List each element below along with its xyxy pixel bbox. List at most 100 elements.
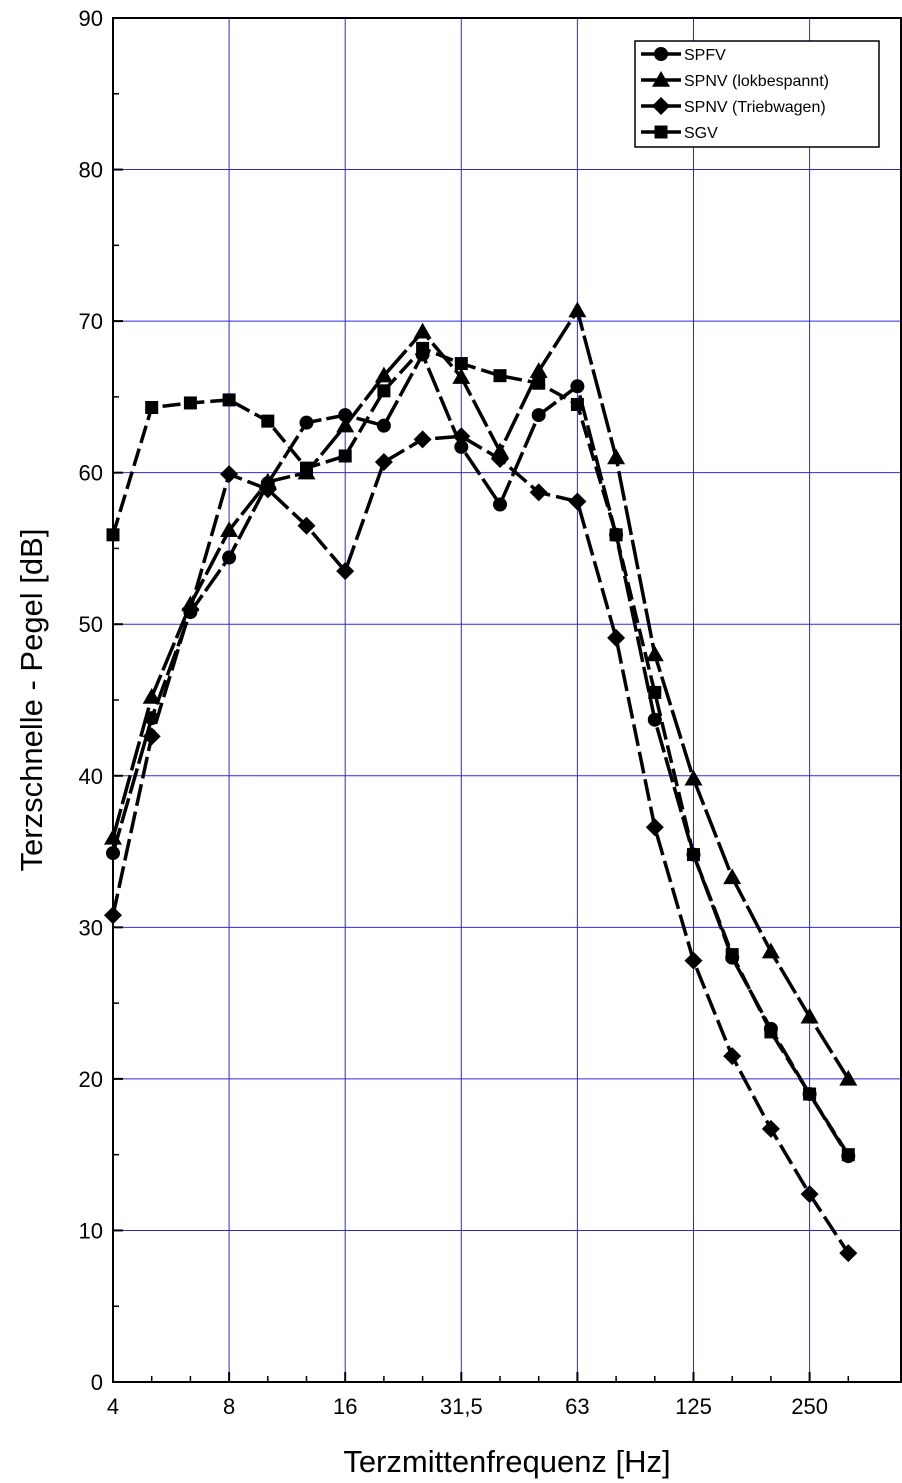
data-point-triangle [529, 362, 548, 378]
data-point-square [648, 685, 662, 699]
data-point-triangle [104, 828, 122, 845]
legend-marker-diamond [652, 97, 670, 115]
legend-label: SPNV (lokbespannt) [684, 73, 829, 90]
data-point-square [764, 1025, 778, 1039]
data-point-triangle [413, 322, 432, 339]
data-point-triangle [684, 769, 703, 786]
y-tick-label: 60 [79, 461, 103, 486]
legend-label: SPFV [684, 47, 726, 64]
data-point-triangle [800, 1007, 819, 1024]
y-tick-label: 80 [79, 158, 103, 183]
data-point-diamond [568, 492, 587, 511]
data-point-square [106, 528, 120, 542]
legend: SPFV SPNV (lokbespannt) SPNV (Triebwagen) S… [634, 40, 880, 148]
data-point-circle [106, 846, 120, 861]
x-tick-label: 16 [333, 1394, 357, 1419]
tick-labels: 0 10 20 30 40 50 60 70 80 90 4 8 16 31,5 63 125 250 [79, 6, 828, 1419]
data-point-diamond [684, 951, 703, 970]
y-tick-label: 10 [79, 1218, 103, 1243]
series-square [106, 341, 855, 1162]
x-tick-label: 250 [791, 1394, 828, 1419]
data-point-square [222, 393, 236, 407]
data-point-triangle [607, 448, 626, 465]
data-point-circle [454, 439, 469, 454]
data-point-square [841, 1148, 855, 1162]
legend-box [634, 40, 880, 148]
data-point-triangle [645, 645, 664, 662]
x-tick-label: 4 [107, 1394, 119, 1419]
data-point-square [609, 528, 623, 542]
data-point-diamond [181, 600, 200, 619]
data-point-diamond [607, 628, 626, 647]
data-point-diamond [374, 453, 393, 472]
data-point-square [725, 948, 739, 962]
y-tick-label: 40 [79, 764, 103, 789]
data-point-diamond [220, 465, 239, 484]
data-point-diamond [258, 480, 277, 499]
data-point-diamond [452, 427, 471, 446]
data-point-diamond [839, 1244, 858, 1263]
y-tick-label: 50 [79, 612, 103, 637]
x-axis-title: Terzmittenfrequenz [Hz] [343, 1444, 670, 1479]
data-point-diamond [104, 906, 122, 925]
data-point-square [183, 396, 197, 410]
data-point-square [338, 449, 352, 463]
data-point-square [687, 848, 700, 862]
data-point-circle [222, 550, 237, 565]
data-point-circle [493, 497, 507, 512]
data-point-diamond [413, 430, 432, 449]
data-point-circle [531, 408, 546, 423]
data-point-circle [647, 712, 662, 727]
data-point-diamond [297, 516, 316, 535]
x-tick-label: 31,5 [440, 1394, 483, 1419]
series-group [104, 301, 858, 1263]
data-point-square [145, 400, 159, 414]
data-point-diamond [800, 1185, 819, 1204]
legend-label: SPNV (Triebwagen) [684, 99, 826, 116]
y-tick-label: 0 [91, 1370, 103, 1395]
grid [113, 18, 901, 1382]
data-point-square [803, 1087, 817, 1101]
data-point-circle [376, 418, 391, 433]
y-axis-title: Terzschnelle - Pegel [dB] [14, 529, 49, 872]
x-tick-label: 8 [223, 1394, 235, 1419]
x-tick-label: 63 [565, 1394, 589, 1419]
legend-marker-square [654, 125, 668, 139]
data-point-triangle [374, 366, 393, 383]
series-diamond [104, 427, 858, 1263]
data-point-triangle [568, 301, 587, 318]
data-point-diamond [645, 818, 664, 837]
data-point-diamond [529, 483, 548, 502]
data-point-triangle [142, 687, 161, 704]
data-point-triangle [839, 1069, 858, 1086]
data-point-diamond [723, 1047, 742, 1066]
data-point-diamond [491, 450, 509, 469]
data-point-square [261, 414, 275, 428]
data-point-square [493, 369, 507, 383]
y-tick-label: 30 [79, 915, 103, 940]
data-point-square [300, 461, 313, 475]
y-tick-label: 20 [79, 1067, 103, 1092]
data-point-square [532, 376, 546, 390]
legend-label: SGV [684, 125, 718, 142]
data-point-square [570, 397, 584, 411]
y-tick-label: 90 [79, 6, 103, 31]
data-point-circle [570, 379, 585, 394]
data-point-circle [299, 415, 314, 430]
legend-marker-circle [654, 47, 668, 61]
data-point-triangle [723, 868, 742, 885]
data-point-triangle [220, 521, 239, 538]
data-point-diamond [336, 562, 355, 581]
data-point-square [377, 384, 391, 398]
data-point-triangle [761, 942, 780, 959]
data-point-square [454, 357, 468, 371]
data-point-triangle [452, 368, 471, 384]
data-point-square [416, 341, 430, 355]
y-tick-label: 70 [79, 309, 103, 334]
data-point-triangle [336, 416, 355, 433]
data-point-diamond [761, 1119, 780, 1138]
data-point-diamond [142, 727, 161, 746]
legend-marker-triangle [652, 71, 670, 87]
